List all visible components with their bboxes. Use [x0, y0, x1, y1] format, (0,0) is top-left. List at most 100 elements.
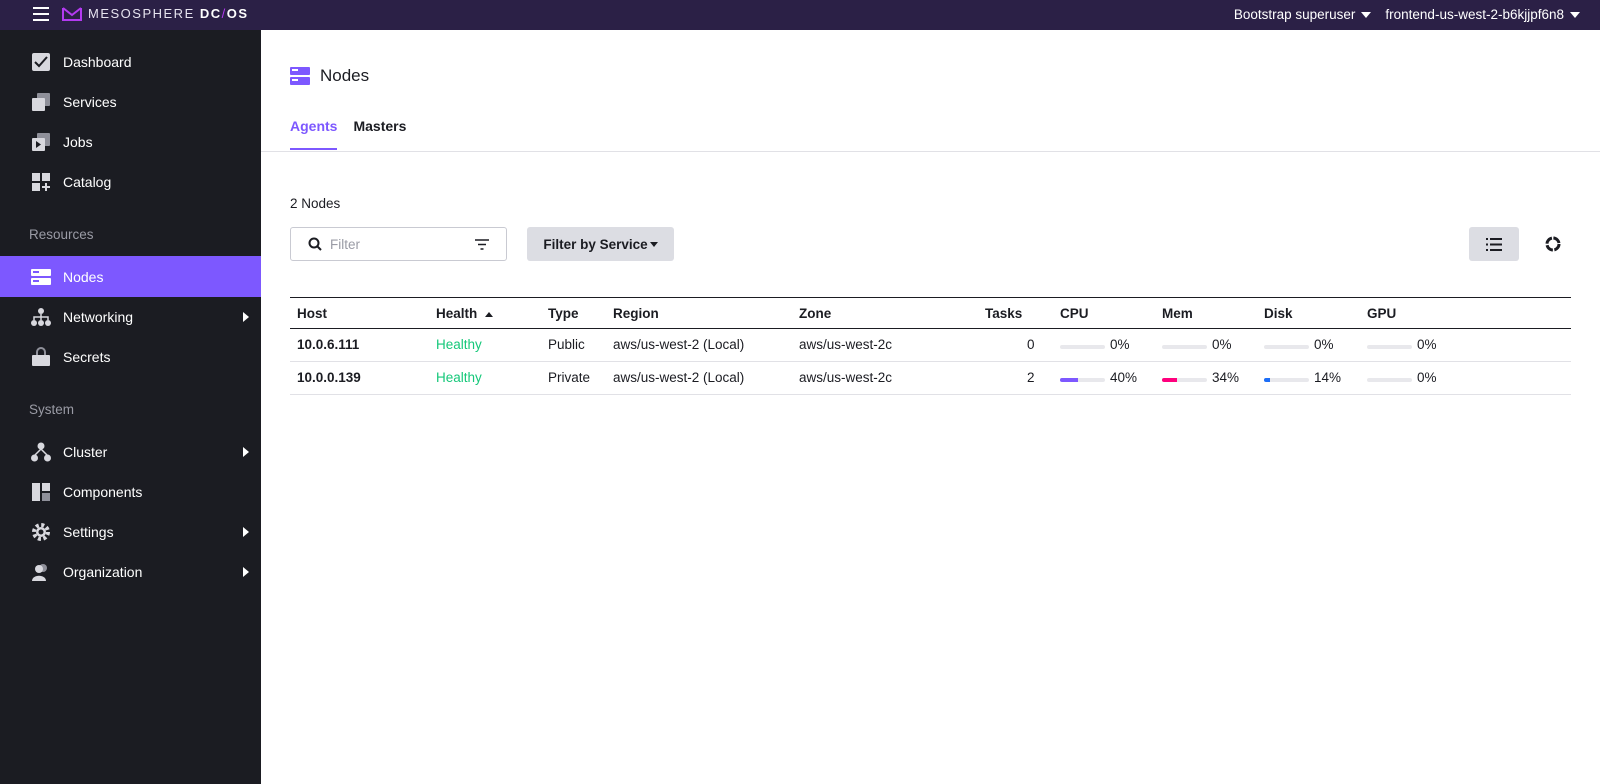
- section-label-resources: Resources: [29, 227, 94, 242]
- catalog-icon: [32, 172, 50, 191]
- health-status: Healthy: [436, 370, 482, 385]
- header-zone[interactable]: Zone: [799, 306, 832, 321]
- gpu-usage-value: 0%: [1417, 370, 1437, 385]
- chevron-right-icon: [243, 526, 249, 537]
- secrets-icon: [32, 346, 50, 366]
- sidebar-item-settings[interactable]: Settings: [0, 511, 261, 552]
- mesosphere-mark-icon: [62, 6, 82, 21]
- section-label-system: System: [29, 402, 75, 417]
- header-host[interactable]: Host: [297, 306, 327, 321]
- header-health-label: Health: [436, 306, 478, 321]
- nodes-icon: [31, 268, 51, 285]
- sidebar-item-jobs[interactable]: Jobs: [0, 121, 261, 162]
- tab-divider: [261, 151, 1600, 152]
- chevron-down-icon: [1570, 11, 1580, 18]
- sidebar-item-label: Services: [63, 93, 117, 110]
- tab-agents[interactable]: Agents: [290, 118, 338, 150]
- nodes-table: Host Health Type Region Zone Tasks CPU M…: [290, 297, 1571, 395]
- hamburger-menu-icon[interactable]: [33, 7, 49, 21]
- mem-usage-bar: [1162, 345, 1207, 349]
- sidebar-item-label: Nodes: [63, 268, 104, 285]
- page-title: Nodes: [320, 66, 370, 85]
- grid-view-button[interactable]: [1536, 227, 1570, 261]
- node-zone: aws/us-west-2c: [799, 337, 893, 352]
- header-health[interactable]: Health: [436, 306, 494, 321]
- sidebar-item-dashboard[interactable]: Dashboard: [0, 41, 261, 82]
- sidebar-item-organization[interactable]: Organization: [0, 551, 261, 592]
- header-tasks[interactable]: Tasks: [985, 306, 1023, 321]
- main-content: Nodes Agents Masters 2 Nodes Filter Filt…: [261, 30, 1600, 784]
- page-header: Nodes: [290, 66, 369, 86]
- gpu-usage-bar: [1367, 378, 1412, 382]
- filter-input[interactable]: Filter: [290, 227, 507, 261]
- cpu-usage-value: 40%: [1110, 370, 1138, 385]
- list-view-button[interactable]: [1469, 227, 1519, 261]
- search-icon: [308, 237, 322, 251]
- node-type: Public: [548, 337, 585, 352]
- filter-by-service-button[interactable]: Filter by Service: [527, 227, 674, 261]
- sidebar-item-catalog[interactable]: Catalog: [0, 161, 261, 202]
- networking-icon: [31, 307, 51, 326]
- header-gpu[interactable]: GPU: [1367, 306, 1397, 321]
- disk-usage-value: 14%: [1314, 370, 1342, 385]
- sidebar-item-label: Cluster: [63, 443, 108, 460]
- sidebar-item-secrets[interactable]: Secrets: [0, 336, 261, 377]
- filter-icon[interactable]: [475, 239, 489, 250]
- sidebar-item-label: Components: [63, 483, 143, 500]
- node-count: 2 Nodes: [290, 196, 341, 211]
- sidebar-item-cluster[interactable]: Cluster: [0, 431, 261, 472]
- host-link[interactable]: 10.0.6.111: [297, 337, 360, 352]
- header-cpu[interactable]: CPU: [1060, 306, 1089, 321]
- table-row: 10.0.6.111 Healthy Public aws/us-west-2 …: [290, 329, 1571, 362]
- user-menu[interactable]: Bootstrap superuser: [1234, 7, 1372, 22]
- sidebar-item-components[interactable]: Components: [0, 471, 261, 512]
- logo-slash: /: [221, 6, 227, 21]
- disk-usage-value: 0%: [1314, 337, 1334, 352]
- cpu-usage-fill: [1060, 378, 1078, 382]
- logo-text-dc: DC: [199, 6, 222, 21]
- sidebar-item-services[interactable]: Services: [0, 81, 261, 122]
- top-bar: MESOSPHERE DC/OS Bootstrap superuser fro…: [0, 0, 1600, 30]
- donut-chart-icon: [1545, 236, 1561, 252]
- logo-text-light: MESOSPHERE: [88, 6, 195, 21]
- sidebar: Dashboard Services Jobs Catalog Resource…: [0, 30, 261, 784]
- chevron-right-icon: [243, 446, 249, 457]
- tab-bar: Agents Masters: [290, 118, 406, 150]
- jobs-icon: [32, 132, 50, 151]
- cpu-usage-bar: [1060, 378, 1105, 382]
- mesosphere-logo[interactable]: MESOSPHERE DC/OS: [62, 6, 249, 21]
- header-mem[interactable]: Mem: [1162, 306, 1193, 321]
- disk-usage-bar: [1264, 345, 1309, 349]
- sidebar-item-label: Networking: [63, 308, 134, 325]
- mem-usage-bar: [1162, 378, 1207, 382]
- mem-usage-value: 34%: [1212, 370, 1240, 385]
- mem-usage-fill: [1162, 378, 1178, 382]
- sidebar-item-label: Secrets: [63, 348, 111, 365]
- node-zone: aws/us-west-2c: [799, 370, 893, 385]
- sidebar-item-networking[interactable]: Networking: [0, 296, 261, 337]
- logo-text-os: OS: [226, 6, 249, 21]
- components-icon: [32, 482, 50, 501]
- sidebar-item-label: Catalog: [63, 173, 112, 190]
- cluster-icon: [31, 442, 51, 461]
- filter-placeholder: Filter: [330, 237, 360, 252]
- chevron-right-icon: [243, 566, 249, 577]
- node-region: aws/us-west-2 (Local): [613, 370, 745, 385]
- chevron-down-icon: [649, 241, 658, 247]
- disk-usage-fill: [1264, 378, 1271, 382]
- organization-icon: [32, 563, 47, 581]
- chevron-down-icon: [1361, 11, 1372, 18]
- mem-usage-value: 0%: [1212, 337, 1232, 352]
- gpu-usage-value: 0%: [1417, 337, 1437, 352]
- header-type[interactable]: Type: [548, 306, 579, 321]
- node-tasks: 0: [1027, 337, 1035, 352]
- host-link[interactable]: 10.0.0.139: [297, 370, 361, 385]
- cluster-menu[interactable]: frontend-us-west-2-b6kjjpf6n8: [1385, 7, 1580, 22]
- table-header: Host Health Type Region Zone Tasks CPU M…: [290, 297, 1571, 329]
- sidebar-item-nodes[interactable]: Nodes: [0, 256, 261, 297]
- header-disk[interactable]: Disk: [1264, 306, 1293, 321]
- dashboard-icon: [32, 52, 50, 71]
- header-region[interactable]: Region: [613, 306, 659, 321]
- tab-masters[interactable]: Masters: [353, 118, 407, 134]
- nodes-icon: [290, 67, 310, 85]
